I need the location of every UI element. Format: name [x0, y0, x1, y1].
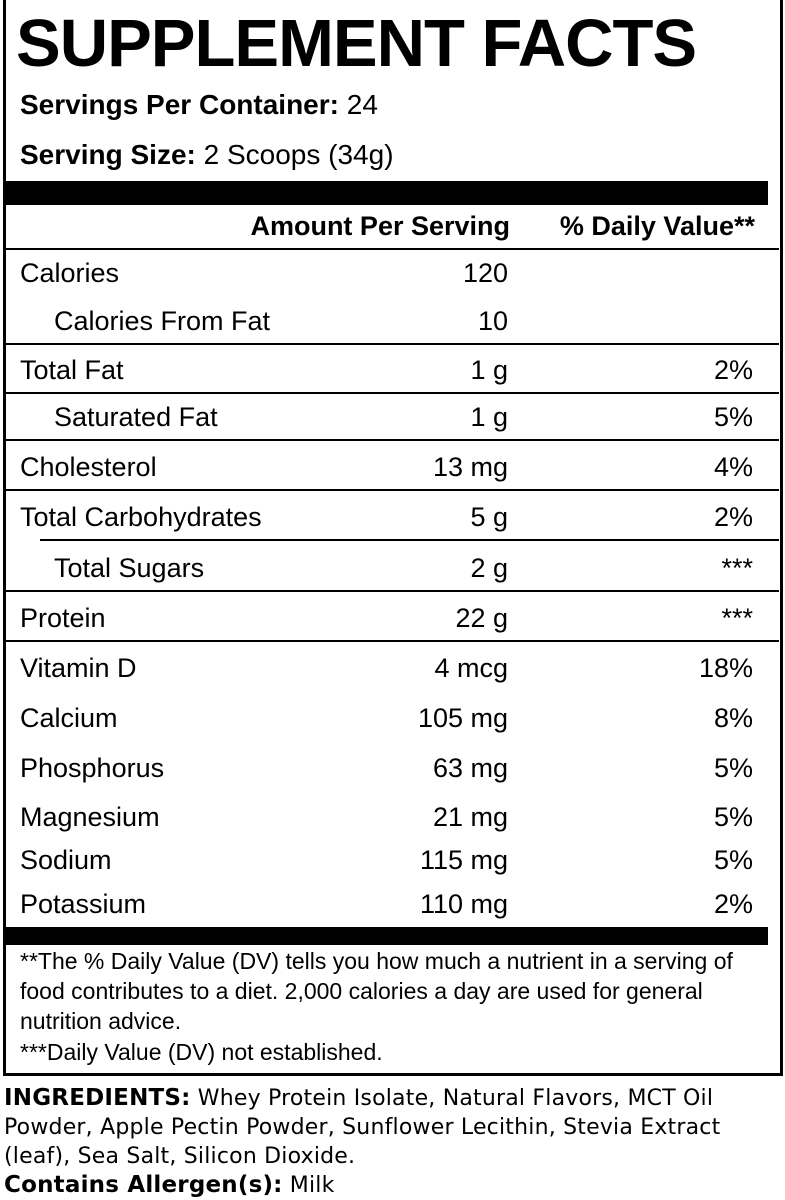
nutrient-row: Vitamin D 4 mcg 18%: [6, 648, 768, 688]
nutrient-amount: 115 mg: [419, 845, 508, 875]
nutrient-dv: 5%: [713, 802, 753, 832]
nutrient-amount: 1 g: [470, 402, 508, 432]
footnote: **The % Daily Value (DV) tells you how m…: [20, 948, 733, 1034]
nutrient-name: Total Sugars: [54, 553, 205, 583]
nutrient-row: Cholesterol 13 mg 4%: [6, 447, 768, 487]
amount-header: Amount Per Serving: [250, 211, 510, 241]
nutrient-name: Phosphorus: [20, 753, 165, 783]
allergens-label: Contains Allergen(s):: [4, 1172, 283, 1198]
nutrient-amount: 1 g: [470, 355, 508, 385]
nutrient-dv: 5%: [713, 753, 753, 783]
serving-size-value: 2 Scoops (34g): [203, 139, 394, 170]
nutrient-amount: 22 g: [455, 603, 508, 633]
nutrient-amount: 120: [462, 258, 508, 288]
nutrient-dv: 18%: [698, 653, 753, 683]
divider: [6, 590, 779, 592]
ingredients-label: INGREDIENTS:: [4, 1085, 191, 1111]
nutrient-row: Calcium 105 mg 8%: [6, 698, 768, 738]
nutrient-dv: ***: [721, 603, 753, 633]
nutrient-name: Calories: [20, 258, 120, 288]
nutrient-row: Calories 120: [6, 253, 768, 293]
divider: [6, 392, 779, 394]
nutrient-dv: ***: [721, 553, 753, 583]
divider: [6, 489, 779, 491]
facts-panel: [3, 0, 783, 1076]
footnote: ***Daily Value (DV) not established.: [20, 1039, 383, 1065]
nutrient-dv: 2%: [713, 502, 753, 532]
nutrient-amount: 105 mg: [417, 703, 508, 733]
nutrient-row: Calories From Fat 10: [6, 301, 768, 341]
nutrient-amount: 13 mg: [432, 452, 508, 482]
nutrient-row: Phosphorus 63 mg 5%: [6, 748, 768, 788]
ingredients: INGREDIENTS: Whey Protein Isolate, Natur…: [4, 1084, 780, 1171]
servings-label: Servings Per Container:: [20, 89, 339, 120]
nutrient-row: Total Carbohydrates 5 g 2%: [6, 497, 768, 537]
nutrient-amount: 21 mg: [432, 802, 508, 832]
nutrient-amount: 110 mg: [419, 889, 508, 919]
nutrient-row: Potassium 110 mg 2%: [6, 884, 768, 924]
divider: [6, 248, 779, 250]
nutrient-row: Sodium 115 mg 5%: [6, 840, 768, 880]
allergens-text: Milk: [289, 1173, 335, 1198]
nutrient-amount: 4 mcg: [434, 653, 508, 683]
nutrient-amount: 5 g: [470, 502, 508, 532]
nutrient-dv: 8%: [713, 703, 753, 733]
nutrient-name: Cholesterol: [20, 452, 157, 482]
nutrient-name: Total Carbohydrates: [20, 502, 262, 532]
nutrient-name: Potassium: [20, 889, 147, 919]
allergens: Contains Allergen(s): Milk: [4, 1171, 780, 1200]
nutrient-name: Protein: [20, 603, 106, 633]
nutrient-name: Magnesium: [20, 802, 160, 832]
nutrient-name: Vitamin D: [20, 653, 137, 683]
ingredients-text: Whey Protein Isolate, Natural Flavors, M…: [4, 1086, 721, 1169]
nutrient-name: Calcium: [20, 703, 118, 733]
nutrient-dv: 5%: [713, 845, 753, 875]
nutrient-amount: 2 g: [470, 553, 508, 583]
nutrient-row: Protein 22 g ***: [6, 598, 768, 638]
thick-bar: [6, 927, 768, 945]
nutrient-dv: 5%: [713, 402, 753, 432]
title: SUPPLEMENT FACTS: [16, 6, 697, 81]
serving-size: Serving Size: 2 Scoops (34g): [20, 138, 394, 172]
nutrient-dv: 2%: [713, 355, 753, 385]
serving-size-label: Serving Size:: [20, 139, 196, 170]
nutrient-amount: 63 mg: [432, 753, 508, 783]
divider: [6, 640, 779, 642]
servings: Servings Per Container: 24: [20, 88, 378, 122]
nutrient-name: Total Fat: [20, 355, 124, 385]
nutrient-row: Magnesium 21 mg 5%: [6, 797, 768, 837]
dv-header: % Daily Value**: [559, 211, 755, 241]
nutrient-name: Sodium: [20, 845, 112, 875]
divider: [6, 439, 779, 441]
nutrient-row: Saturated Fat 1 g 5%: [6, 397, 768, 437]
divider: [40, 539, 779, 541]
servings-value: 24: [346, 89, 378, 120]
nutrient-row: Total Fat 1 g 2%: [6, 350, 768, 390]
nutrient-row: Total Sugars 2 g ***: [6, 548, 768, 588]
nutrient-name: Saturated Fat: [54, 402, 218, 432]
nutrient-dv: 4%: [713, 452, 753, 482]
nutrient-name: Calories From Fat: [54, 306, 271, 336]
thick-bar: [6, 181, 768, 205]
nutrient-amount: 10: [477, 306, 508, 336]
nutrient-dv: 2%: [713, 889, 753, 919]
divider: [6, 343, 779, 345]
